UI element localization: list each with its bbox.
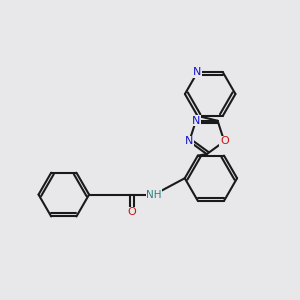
Text: N: N (192, 116, 200, 126)
Text: N: N (185, 136, 194, 146)
Text: O: O (128, 207, 136, 218)
Text: O: O (220, 136, 229, 146)
Text: NH: NH (146, 190, 162, 200)
Text: N: N (194, 67, 202, 77)
